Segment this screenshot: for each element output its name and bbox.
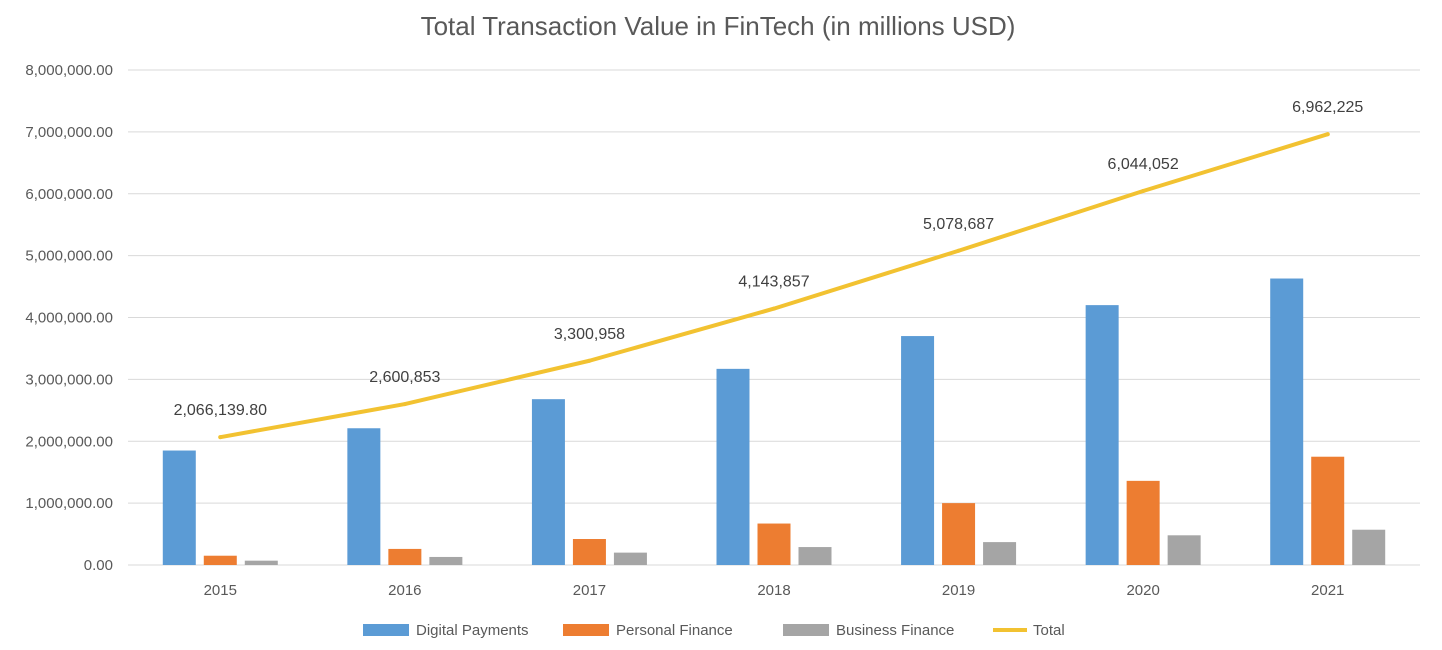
bar-digital-payments-2021 xyxy=(1270,278,1304,565)
data-label-total-2017: 3,300,958 xyxy=(554,326,625,343)
data-labels: 2,066,139.80 2,600,853 3,300,958 4,143,857 5… xyxy=(174,99,1364,419)
legend-swatch xyxy=(783,624,829,636)
x-tick-label: 2021 xyxy=(1311,582,1344,599)
bar-digital-payments-2018 xyxy=(716,368,750,565)
data-label-total-2018: 4,143,857 xyxy=(738,274,809,291)
point-total-2017 xyxy=(587,358,592,363)
bar-digital-payments-2019 xyxy=(901,336,935,565)
y-tick-label: 0.00 xyxy=(84,557,113,574)
y-tick-label: 3,000,000.00 xyxy=(25,371,113,388)
x-tick-label: 2017 xyxy=(573,582,606,599)
bar-personal-finance-2017 xyxy=(572,539,606,565)
x-tick-label: 2020 xyxy=(1126,582,1159,599)
point-total-2019 xyxy=(956,248,961,253)
y-tick-label: 7,000,000.00 xyxy=(25,124,113,141)
x-tick-label: 2019 xyxy=(942,582,975,599)
gridlines xyxy=(128,69,1420,566)
legend-label: Personal Finance xyxy=(616,622,733,639)
bar-business-finance-2015 xyxy=(244,560,278,565)
bar-personal-finance-2021 xyxy=(1311,456,1345,565)
point-total-2021 xyxy=(1325,132,1330,137)
y-tick-label: 6,000,000.00 xyxy=(25,186,113,203)
data-label-total-2015: 2,066,139.80 xyxy=(174,402,268,419)
chart-title: Total Transaction Value in FinTech (in m… xyxy=(421,11,1016,41)
bar-personal-finance-2018 xyxy=(757,523,791,565)
y-tick-label: 4,000,000.00 xyxy=(25,310,113,327)
bars xyxy=(162,278,1386,565)
bar-digital-payments-2017 xyxy=(531,399,565,565)
y-tick-label: 2,000,000.00 xyxy=(25,433,113,450)
data-label-total-2019: 5,078,687 xyxy=(923,216,994,233)
x-tick-label: 2015 xyxy=(204,582,237,599)
x-tick-label: 2018 xyxy=(757,582,790,599)
bar-business-finance-2017 xyxy=(613,552,647,565)
data-label-total-2016: 2,600,853 xyxy=(369,369,440,386)
point-total-2016 xyxy=(402,402,407,407)
legend-item-digital-payments: Digital Payments xyxy=(363,622,529,639)
total-line xyxy=(218,132,1330,440)
bar-digital-payments-2015 xyxy=(162,450,196,565)
bar-business-finance-2020 xyxy=(1167,535,1201,565)
y-tick-label: 5,000,000.00 xyxy=(25,248,113,265)
point-total-2020 xyxy=(1141,189,1146,194)
x-tick-label: 2016 xyxy=(388,582,421,599)
legend-label: Total xyxy=(1033,622,1065,639)
bar-personal-finance-2019 xyxy=(942,503,976,565)
bar-business-finance-2019 xyxy=(983,542,1017,565)
legend-item-total: Total xyxy=(993,622,1065,639)
data-label-total-2020: 6,044,052 xyxy=(1108,156,1179,173)
legend-label: Business Finance xyxy=(836,622,954,639)
bar-digital-payments-2016 xyxy=(347,428,381,565)
x-axis: 2015 2016 2017 2018 2019 2020 2021 xyxy=(204,582,1345,599)
bar-business-finance-2021 xyxy=(1352,529,1386,565)
legend-swatch xyxy=(363,624,409,636)
bar-personal-finance-2015 xyxy=(203,555,237,565)
legend: Digital Payments Personal Finance Business… xyxy=(363,622,1065,639)
point-total-2018 xyxy=(772,306,776,311)
point-total-2015 xyxy=(218,435,223,440)
legend-swatch xyxy=(563,624,609,636)
legend-item-business-finance: Business Finance xyxy=(783,622,954,639)
bar-business-finance-2018 xyxy=(798,547,832,565)
bar-business-finance-2016 xyxy=(429,556,463,565)
legend-label: Digital Payments xyxy=(416,622,529,639)
y-tick-label: 1,000,000.00 xyxy=(25,495,113,512)
y-tick-label: 8,000,000.00 xyxy=(25,62,113,79)
bar-digital-payments-2020 xyxy=(1085,305,1119,565)
data-label-total-2021: 6,962,225 xyxy=(1292,99,1363,116)
bar-personal-finance-2020 xyxy=(1126,480,1160,565)
y-axis: 0.00 1,000,000.00 2,000,000.00 3,000,000.00… xyxy=(25,62,113,574)
legend-item-personal-finance: Personal Finance xyxy=(563,622,733,639)
bar-personal-finance-2016 xyxy=(388,548,422,565)
